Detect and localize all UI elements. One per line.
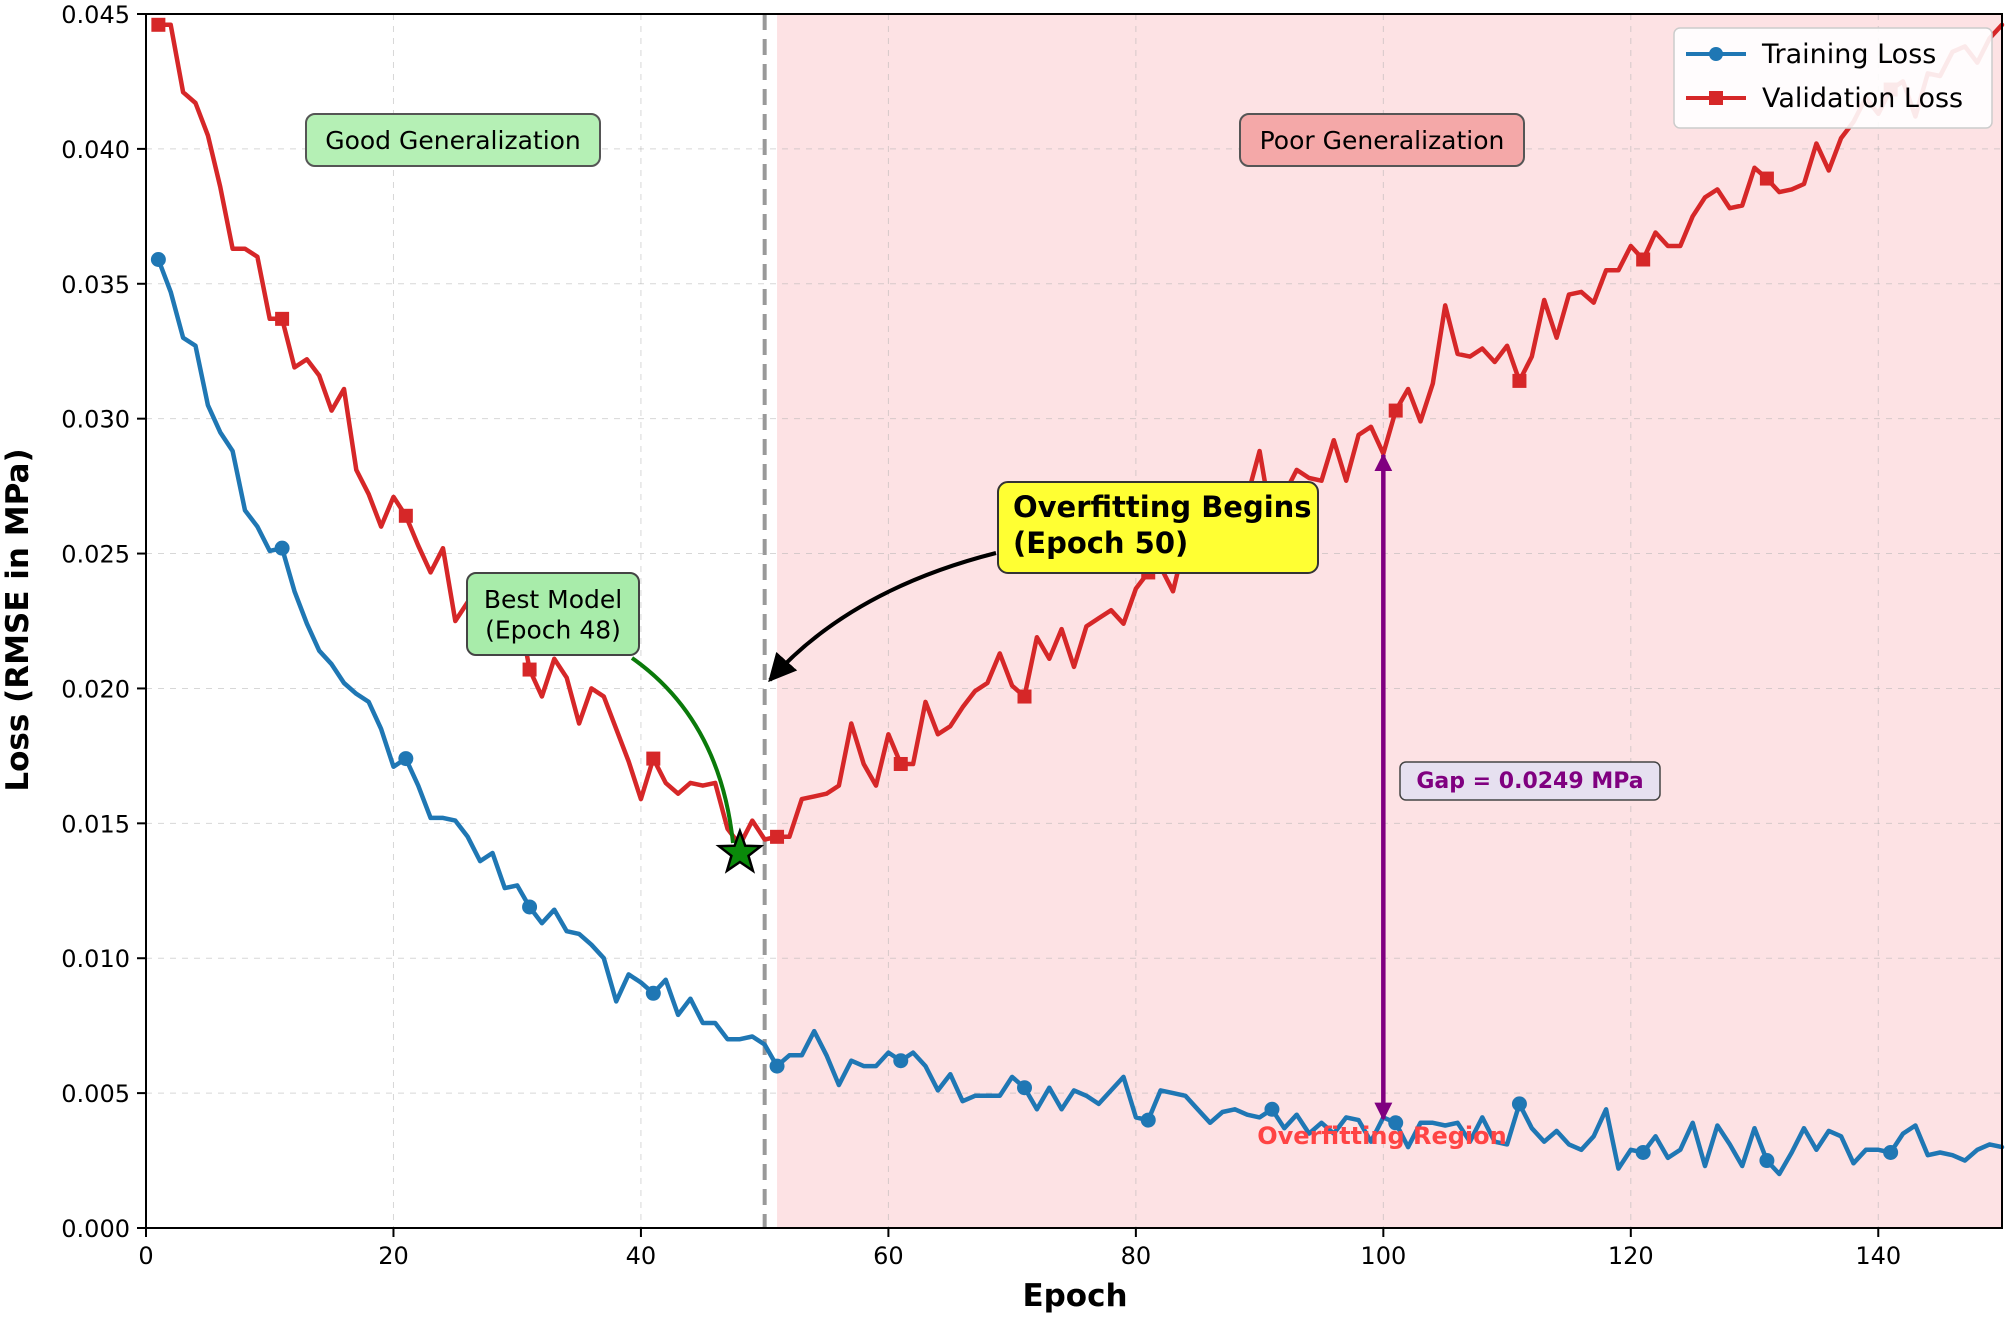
training-loss-marker (645, 985, 661, 1001)
training-loss-line (156, 257, 2005, 1177)
validation-loss-marker (522, 662, 537, 677)
y-axis-label: Loss (RMSE in MPa) (0, 448, 36, 791)
training-loss-marker (522, 899, 538, 915)
x-tick-label: 40 (626, 1242, 657, 1270)
annotation-layer: Good Generalization Poor Generalization Be… (305, 113, 1661, 1150)
validation-loss-marker (1636, 252, 1651, 267)
plot-frame (145, 13, 2003, 1229)
validation-loss-marker (1017, 689, 1032, 704)
training-loss-marker (398, 751, 414, 767)
x-tick-label: 20 (378, 1242, 409, 1270)
training-loss-marker (769, 1058, 785, 1074)
y-tick-label: 0.035 (61, 271, 130, 299)
training-loss-marker (274, 540, 290, 556)
training-loss-marker (1883, 1144, 1899, 1160)
overfitting-begins-text: Overfitting Begins (1013, 490, 1312, 524)
poor-generalization-label-text: Poor Generalization (1260, 126, 1505, 155)
training-loss-marker (1140, 1112, 1156, 1128)
best-model-label-box (466, 572, 640, 656)
overfitting-begins-epoch-text: (Epoch 50) (1013, 526, 1188, 560)
x-tick-label: 80 (1121, 1242, 1152, 1270)
axes-layer: 0 20 40 60 80 100 120 140 0.000 0.005 0.010 0.015 0.… (61, 1, 2003, 1270)
validation-loss-marker (151, 17, 166, 32)
legend-training-label: Training Loss (1761, 39, 1936, 70)
y-tick-label: 0.045 (61, 1, 130, 29)
validation-loss-marker (646, 751, 661, 766)
validation-loss-marker (1759, 171, 1774, 186)
validation-loss-marker (398, 508, 413, 523)
poor-generalization-label-box (1239, 113, 1525, 167)
gap-label-box (1399, 761, 1661, 801)
y-tick-label: 0.015 (61, 810, 130, 838)
validation-loss-marker (1388, 403, 1403, 418)
training-loss-marker (150, 251, 166, 267)
validation-loss-marker (1512, 373, 1527, 388)
data-layer (150, 17, 2005, 1177)
overfitting-begins-box (997, 481, 1319, 574)
good-generalization-label-text: Good Generalization (325, 126, 581, 155)
validation-loss-marker (275, 311, 290, 326)
best-model-star (715, 827, 765, 874)
y-tick-label: 0.005 (61, 1080, 130, 1108)
gap-label-text: Gap = 0.0249 MPa (1416, 769, 1643, 794)
legend-training-marker (1709, 47, 1723, 61)
y-tick-label: 0.030 (61, 406, 130, 434)
y-tick-label: 0.020 (61, 675, 130, 703)
validation-loss-marker (893, 756, 908, 771)
training-loss-marker (1635, 1144, 1651, 1160)
x-tick-label: 60 (873, 1242, 904, 1270)
best-model-label-text: (Epoch 48) (485, 615, 621, 644)
overfitting-region-label: Overfitting Region (1257, 1122, 1506, 1150)
y-tick-label: 0.025 (61, 541, 130, 569)
legend-validation-label: Validation Loss (1762, 83, 1963, 114)
x-tick-label: 0 (138, 1242, 153, 1270)
legend: Training Loss Validation Loss (1673, 27, 1993, 129)
x-tick-label: 100 (1360, 1242, 1406, 1270)
x-tick-label: 120 (1608, 1242, 1654, 1270)
validation-loss-line (156, 22, 2005, 848)
legend-frame (1673, 27, 1993, 129)
y-tick-label: 0.010 (61, 945, 130, 973)
training-loss-marker (1511, 1096, 1527, 1112)
x-tick-label: 140 (1855, 1242, 1901, 1270)
validation-loss-marker (770, 829, 785, 844)
overfitting-region-shade (777, 14, 2002, 1228)
training-loss-marker (1017, 1080, 1033, 1096)
y-tick-label: 0.000 (61, 1215, 130, 1243)
overfitting-begins-arrow (768, 551, 997, 683)
training-loss-marker (1759, 1153, 1775, 1169)
legend-validation-marker (1709, 91, 1723, 105)
best-model-arrow (630, 656, 735, 844)
training-loss-marker (893, 1053, 909, 1069)
y-tick-label: 0.040 (61, 136, 130, 164)
x-axis-label: Epoch (1022, 1278, 1127, 1314)
training-loss-marker (1264, 1101, 1280, 1117)
best-model-label-text: Best Model (484, 585, 622, 614)
good-generalization-label-box (305, 113, 601, 167)
